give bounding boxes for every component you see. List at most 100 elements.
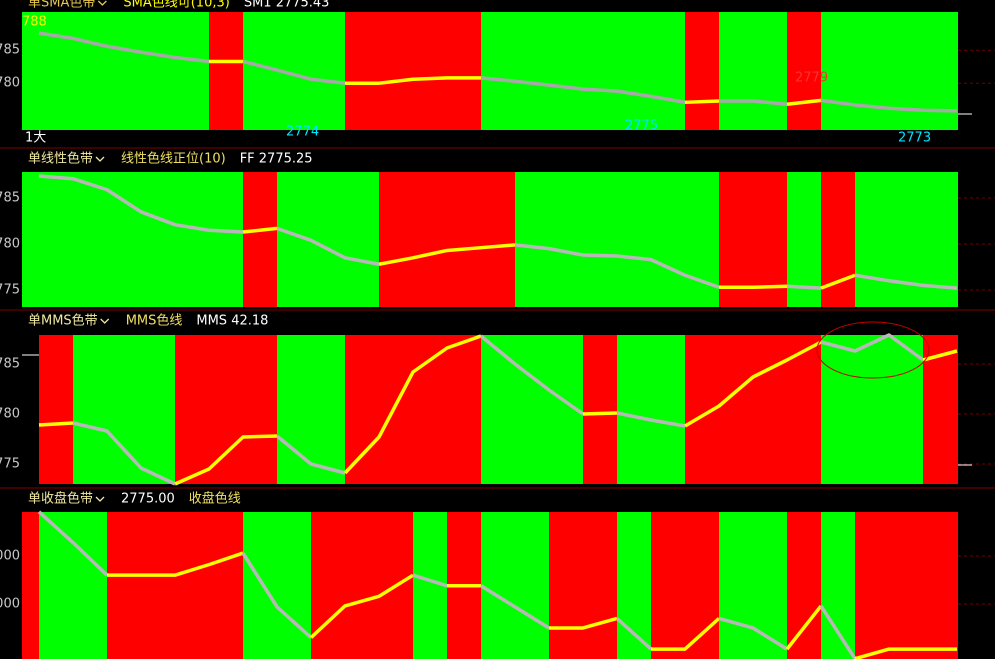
header-text: 线性色线正位(10): [121, 151, 226, 167]
color-band: [583, 12, 617, 130]
line-segment: [922, 349, 958, 362]
color-band: [379, 335, 413, 484]
color-band: [821, 12, 855, 130]
line-segment: [480, 76, 686, 105]
color-band: [107, 335, 141, 484]
color-band: [753, 512, 787, 659]
y-tick-label: 2780: [0, 407, 20, 422]
annotation: 2774: [286, 125, 319, 140]
color-band: [855, 12, 889, 130]
panel-header: [0, 311, 995, 333]
line-segment: [276, 226, 380, 266]
y-tick-label: 2785: [0, 43, 20, 58]
color-band: [481, 335, 515, 484]
color-band: [345, 335, 379, 484]
line-segment: [819, 604, 857, 659]
color-band: [787, 172, 821, 307]
color-band: [787, 12, 821, 130]
y-tick-label: 2785: [0, 357, 20, 372]
y-tick-label: 2780: [0, 76, 20, 91]
y-tick-label: 2775.000: [0, 596, 20, 611]
color-band: [923, 512, 958, 659]
header-text: MMS色线: [126, 313, 183, 329]
color-band: [515, 512, 549, 659]
color-band: [821, 335, 855, 484]
color-band: [141, 512, 175, 659]
color-band: [617, 335, 651, 484]
line-segment: [345, 76, 481, 85]
color-band: [447, 12, 481, 130]
color-band: [175, 172, 209, 307]
line-segment: [174, 434, 278, 486]
color-band: [651, 512, 685, 659]
color-band: [209, 512, 243, 659]
color-band: [141, 335, 175, 484]
header-text: FF 2775.25: [240, 152, 313, 167]
line-segment: [72, 421, 176, 486]
panel-header: [0, 0, 995, 10]
header-text: SMA色线可(10,3): [123, 0, 229, 11]
dropdown-chevron: [100, 318, 110, 324]
y-tick-label: 2775: [0, 282, 20, 297]
line-segment: [854, 647, 957, 659]
color-band: [515, 335, 549, 484]
dropdown-chevron: [95, 496, 105, 502]
line-segment: [684, 340, 822, 428]
color-band: [311, 512, 345, 659]
color-band: [107, 512, 141, 659]
color-band: [855, 172, 889, 307]
color-band: [651, 335, 685, 484]
line-segment: [275, 434, 346, 475]
line-segment: [242, 59, 346, 85]
annotation: 2779: [795, 71, 828, 86]
color-band: [753, 12, 787, 130]
header-text: 单MMS色带: [28, 313, 98, 329]
color-band: [39, 335, 73, 484]
color-band: [447, 335, 481, 484]
color-band: [583, 512, 617, 659]
color-band: [481, 12, 515, 130]
color-band: [515, 12, 549, 130]
line-segment: [785, 604, 823, 651]
color-band: [753, 172, 787, 307]
line-segment: [719, 99, 788, 107]
color-band: [617, 172, 651, 307]
y-tick-label: 2775: [0, 457, 20, 472]
dropdown-chevron: [97, 0, 107, 6]
color-band: [209, 172, 243, 307]
color-band: [73, 12, 107, 130]
color-band: [481, 172, 515, 307]
color-band: [651, 172, 685, 307]
color-band: [243, 335, 277, 484]
y-tick-label: 2780.000: [0, 548, 20, 563]
color-band: [379, 172, 413, 307]
annotation: 1大: [25, 131, 46, 146]
color-band: [141, 12, 175, 130]
line-segment: [718, 616, 788, 651]
color-band: [855, 512, 889, 659]
color-band: [787, 335, 821, 484]
color-band: [141, 172, 175, 307]
color-band: [209, 12, 243, 130]
color-band: [889, 12, 923, 130]
dropdown-chevron: [95, 156, 105, 162]
color-band: [243, 172, 277, 307]
line-segment: [719, 284, 788, 289]
color-band: [345, 12, 379, 130]
color-band: [617, 512, 651, 659]
color-band: [22, 12, 39, 130]
highlight-ellipse: [816, 321, 930, 379]
color-band: [73, 335, 107, 484]
color-band: [719, 335, 753, 484]
color-band: [787, 512, 821, 659]
line-segment: [651, 617, 721, 651]
color-band: [73, 512, 107, 659]
color-band: [685, 12, 719, 130]
line-segment: [615, 617, 653, 651]
color-band: [617, 12, 651, 130]
panel-header: [0, 489, 995, 510]
color-band: [39, 512, 73, 659]
color-band: [311, 12, 345, 130]
color-band: [583, 172, 617, 307]
